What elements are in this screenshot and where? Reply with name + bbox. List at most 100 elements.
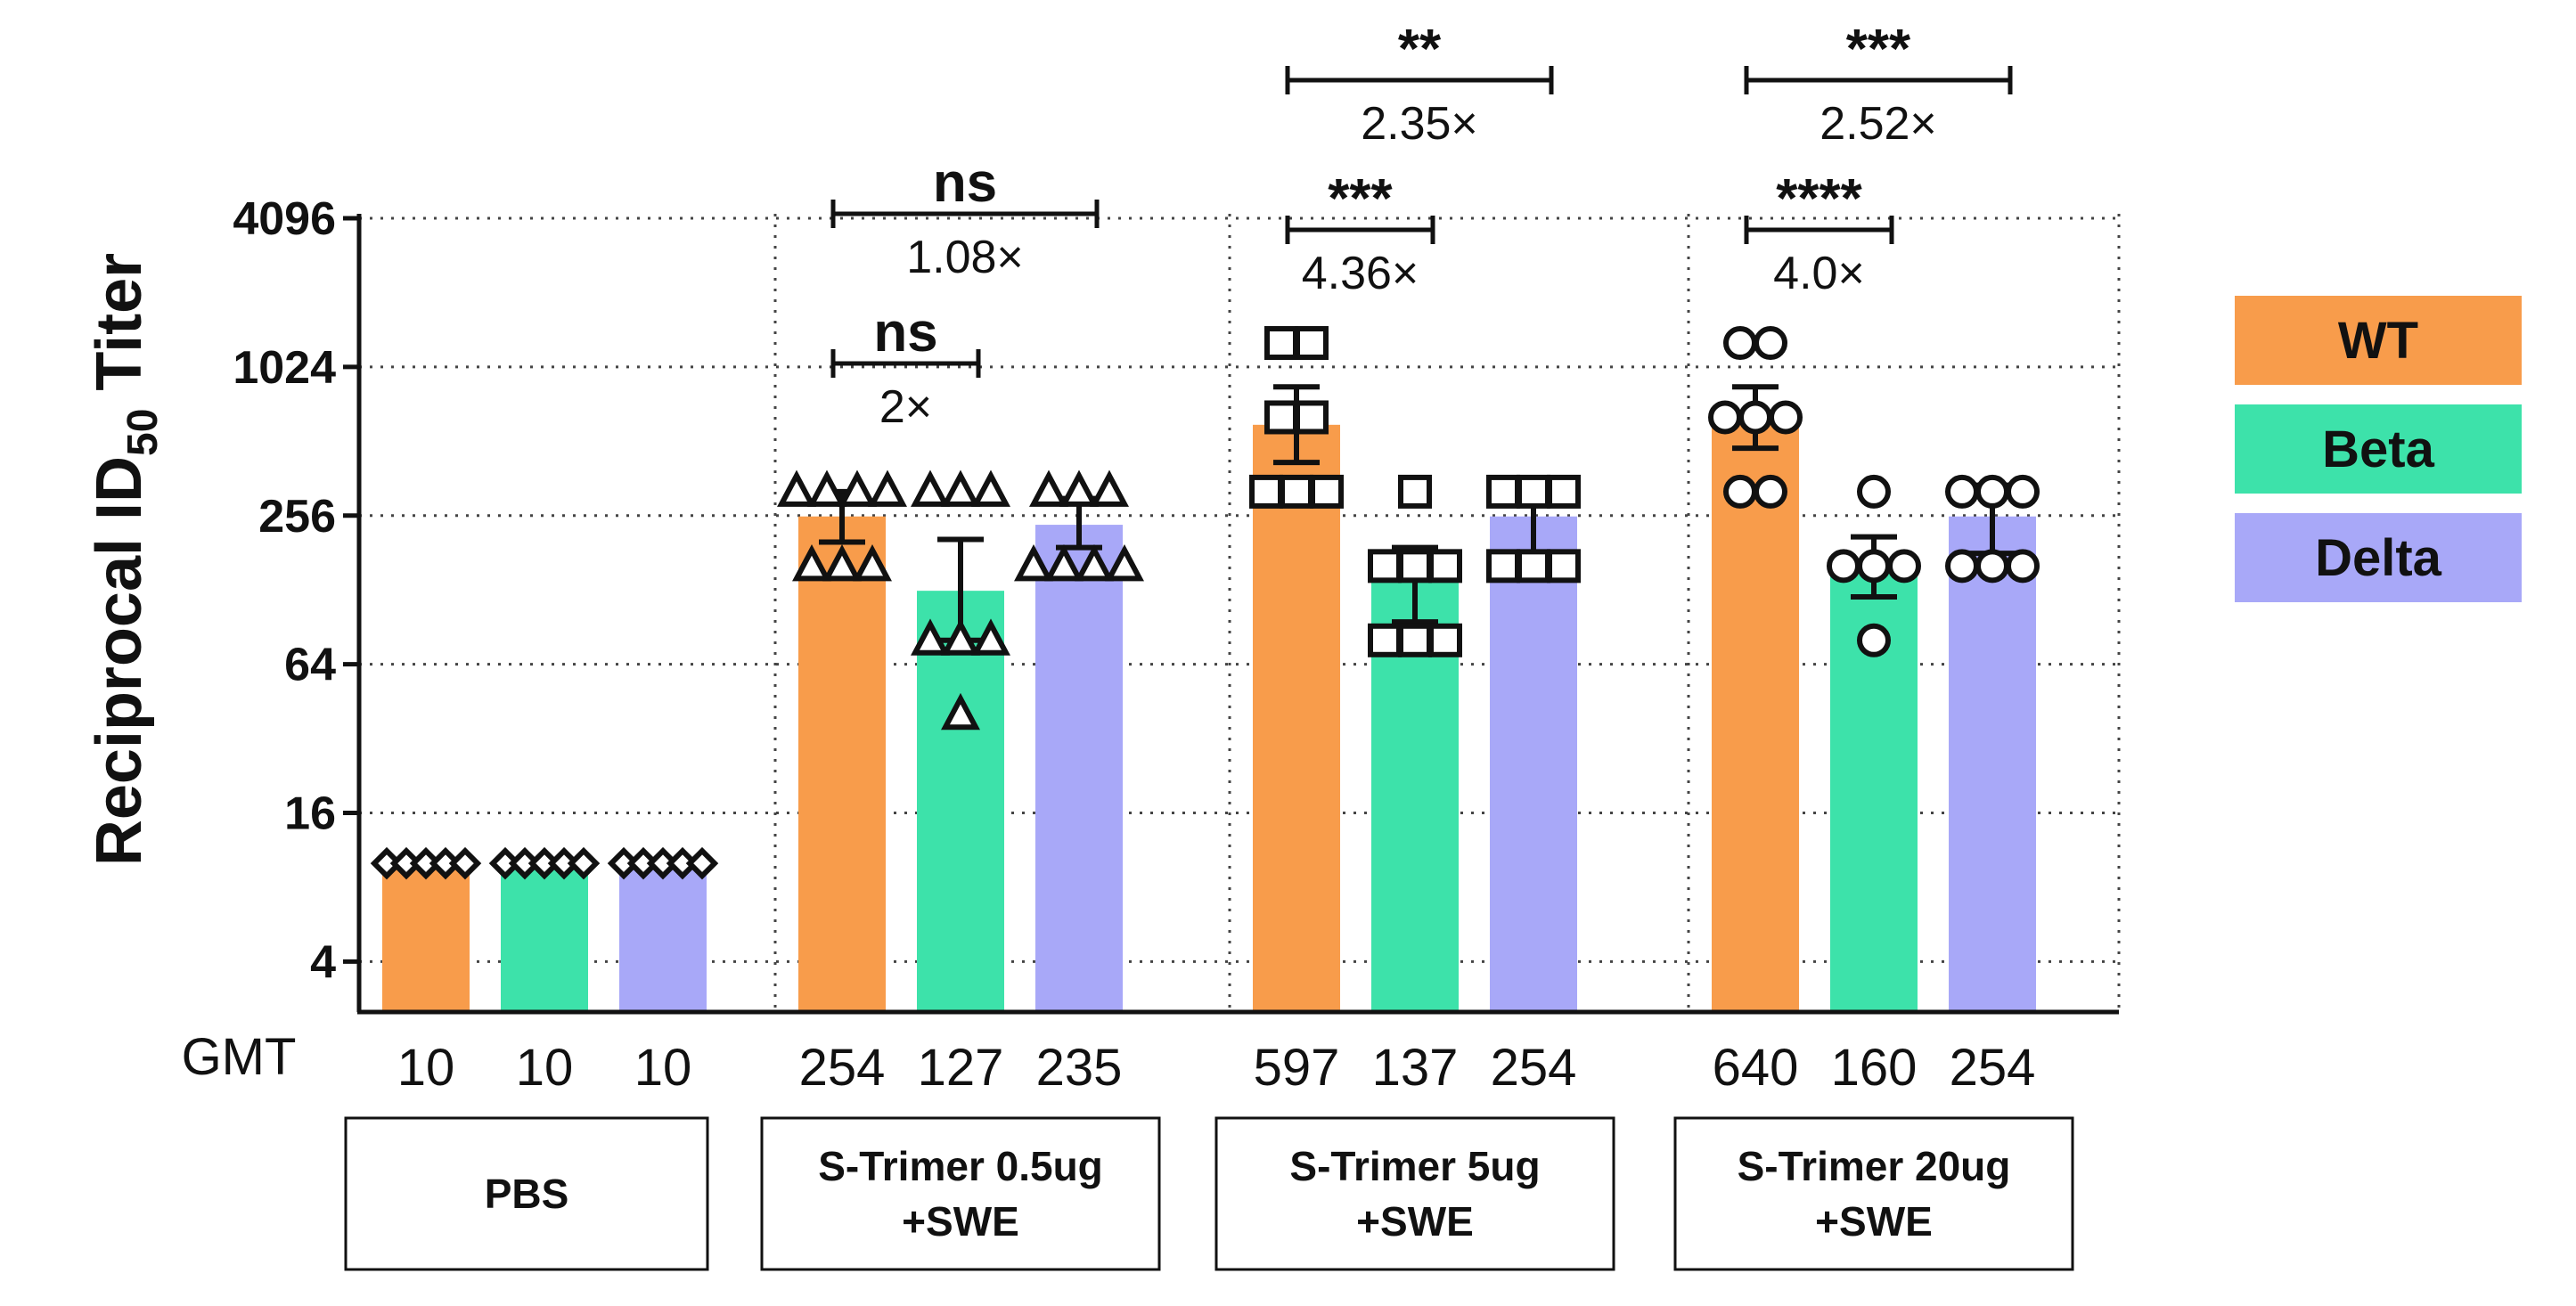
fold-change-label: 4.0× bbox=[1773, 248, 1865, 299]
y-tick-label: 4096 bbox=[233, 193, 336, 245]
significance-label: ns bbox=[873, 302, 937, 363]
y-tick-label: 64 bbox=[284, 640, 336, 691]
point-square bbox=[1368, 623, 1402, 657]
gmt-value: 640 bbox=[1713, 1039, 1799, 1097]
point-circle bbox=[1738, 400, 1772, 435]
gmt-row: 10 10 10 254 127 235 597 137 254 640 160 254 GMT bbox=[182, 1028, 2036, 1097]
bar-beta bbox=[917, 591, 1004, 1012]
gridlines bbox=[359, 214, 2121, 1012]
gmt-value: 597 bbox=[1254, 1039, 1340, 1097]
bar-wt bbox=[1253, 424, 1340, 1012]
point-circle bbox=[1754, 326, 1787, 361]
point-diamond bbox=[567, 846, 601, 880]
point-circle bbox=[1708, 400, 1742, 435]
significance-label: *** bbox=[1846, 19, 1911, 80]
gmt-value: 235 bbox=[1036, 1039, 1123, 1097]
gmt-value: 127 bbox=[918, 1039, 1004, 1097]
fold-change-label: 1.08× bbox=[906, 232, 1024, 283]
point-square bbox=[1428, 623, 1462, 657]
y-tick-label: 4 bbox=[310, 936, 336, 988]
point-circle bbox=[1723, 326, 1757, 361]
y-axis-label-sub: 50 bbox=[119, 409, 167, 456]
point-circle bbox=[2006, 474, 2040, 509]
gmt-value: 137 bbox=[1372, 1039, 1459, 1097]
point-square bbox=[1264, 326, 1298, 361]
legend-swatch-beta bbox=[2235, 404, 2522, 494]
point-circle bbox=[1945, 549, 1979, 584]
gmt-value: 10 bbox=[397, 1039, 455, 1097]
point-triangle bbox=[1014, 543, 1053, 582]
point-square bbox=[1368, 549, 1402, 584]
fold-change-label: 2× bbox=[879, 381, 932, 433]
point-triangle bbox=[1029, 469, 1068, 507]
point-triangle bbox=[822, 543, 862, 582]
point-triangle bbox=[1075, 543, 1114, 582]
point-square bbox=[1310, 474, 1344, 509]
gmt-value: 10 bbox=[634, 1039, 692, 1097]
bar-delta bbox=[1490, 516, 1577, 1012]
significance-label: ** bbox=[1398, 19, 1442, 80]
group-label: S-Trimer 5ug bbox=[1289, 1143, 1540, 1189]
gmt-label: GMT bbox=[182, 1028, 297, 1086]
legend: WT Beta Delta bbox=[2235, 296, 2522, 602]
point-circle bbox=[1857, 474, 1891, 509]
axes: 4 16 64 256 1024 4096 bbox=[233, 193, 2119, 1015]
point-square bbox=[1547, 549, 1581, 584]
y-axis-label: Reciprocal ID50 Titer bbox=[84, 253, 167, 866]
legend-label-beta: Beta bbox=[2322, 420, 2434, 478]
y-tick-label: 16 bbox=[284, 788, 336, 840]
y-tick-label: 1024 bbox=[233, 342, 336, 394]
point-triangle bbox=[1105, 543, 1144, 582]
point-triangle bbox=[792, 543, 831, 582]
group-box bbox=[1214, 1116, 1615, 1271]
point-triangle bbox=[1090, 469, 1129, 507]
point-triangle bbox=[1059, 469, 1099, 507]
point-triangle bbox=[838, 469, 877, 507]
data-points bbox=[370, 326, 2040, 880]
point-square bbox=[1398, 474, 1432, 509]
gmt-value: 254 bbox=[1491, 1039, 1577, 1097]
point-triangle bbox=[777, 469, 816, 507]
bar-delta bbox=[1035, 525, 1123, 1012]
point-circle bbox=[1723, 474, 1757, 509]
point-triangle bbox=[971, 469, 1010, 507]
point-square bbox=[1398, 549, 1432, 584]
point-triangle bbox=[941, 692, 980, 731]
bar-beta bbox=[501, 863, 588, 1012]
point-square bbox=[1295, 400, 1329, 435]
point-circle bbox=[1857, 549, 1891, 584]
y-tick-label: 256 bbox=[258, 491, 336, 543]
point-square bbox=[1428, 549, 1462, 584]
bar-wt bbox=[1712, 417, 1799, 1012]
point-square bbox=[1486, 549, 1520, 584]
legend-label-wt: WT bbox=[2338, 312, 2418, 370]
point-triangle bbox=[941, 618, 980, 656]
group-label: +SWE bbox=[1815, 1198, 1933, 1245]
point-triangle bbox=[1044, 543, 1084, 582]
bar-delta bbox=[1949, 516, 2036, 1012]
point-triangle bbox=[853, 543, 892, 582]
bar-wt bbox=[382, 863, 470, 1012]
y-axis-label-main: Reciprocal ID bbox=[84, 456, 155, 866]
point-square bbox=[1249, 474, 1283, 509]
point-triangle bbox=[868, 469, 907, 507]
point-square bbox=[1517, 474, 1550, 509]
fold-change-label: 2.52× bbox=[1820, 98, 1937, 150]
group-labels: PBS S-Trimer 0.5ug +SWE S-Trimer 5ug +SWE S-T… bbox=[344, 1116, 2074, 1271]
group-label: S-Trimer 20ug bbox=[1738, 1143, 2011, 1189]
point-triangle bbox=[911, 618, 950, 656]
gmt-value: 254 bbox=[799, 1039, 886, 1097]
point-square bbox=[1264, 400, 1298, 435]
point-circle bbox=[1975, 549, 2009, 584]
fold-change-label: 4.36× bbox=[1302, 248, 1419, 299]
point-square bbox=[1486, 474, 1520, 509]
significance-label: ns bbox=[933, 152, 997, 214]
point-square bbox=[1517, 549, 1550, 584]
point-circle bbox=[1754, 474, 1787, 509]
point-square bbox=[1547, 474, 1581, 509]
group-label: PBS bbox=[485, 1171, 569, 1217]
point-circle bbox=[2006, 549, 2040, 584]
legend-swatch-wt bbox=[2235, 296, 2522, 385]
point-square bbox=[1295, 326, 1329, 361]
